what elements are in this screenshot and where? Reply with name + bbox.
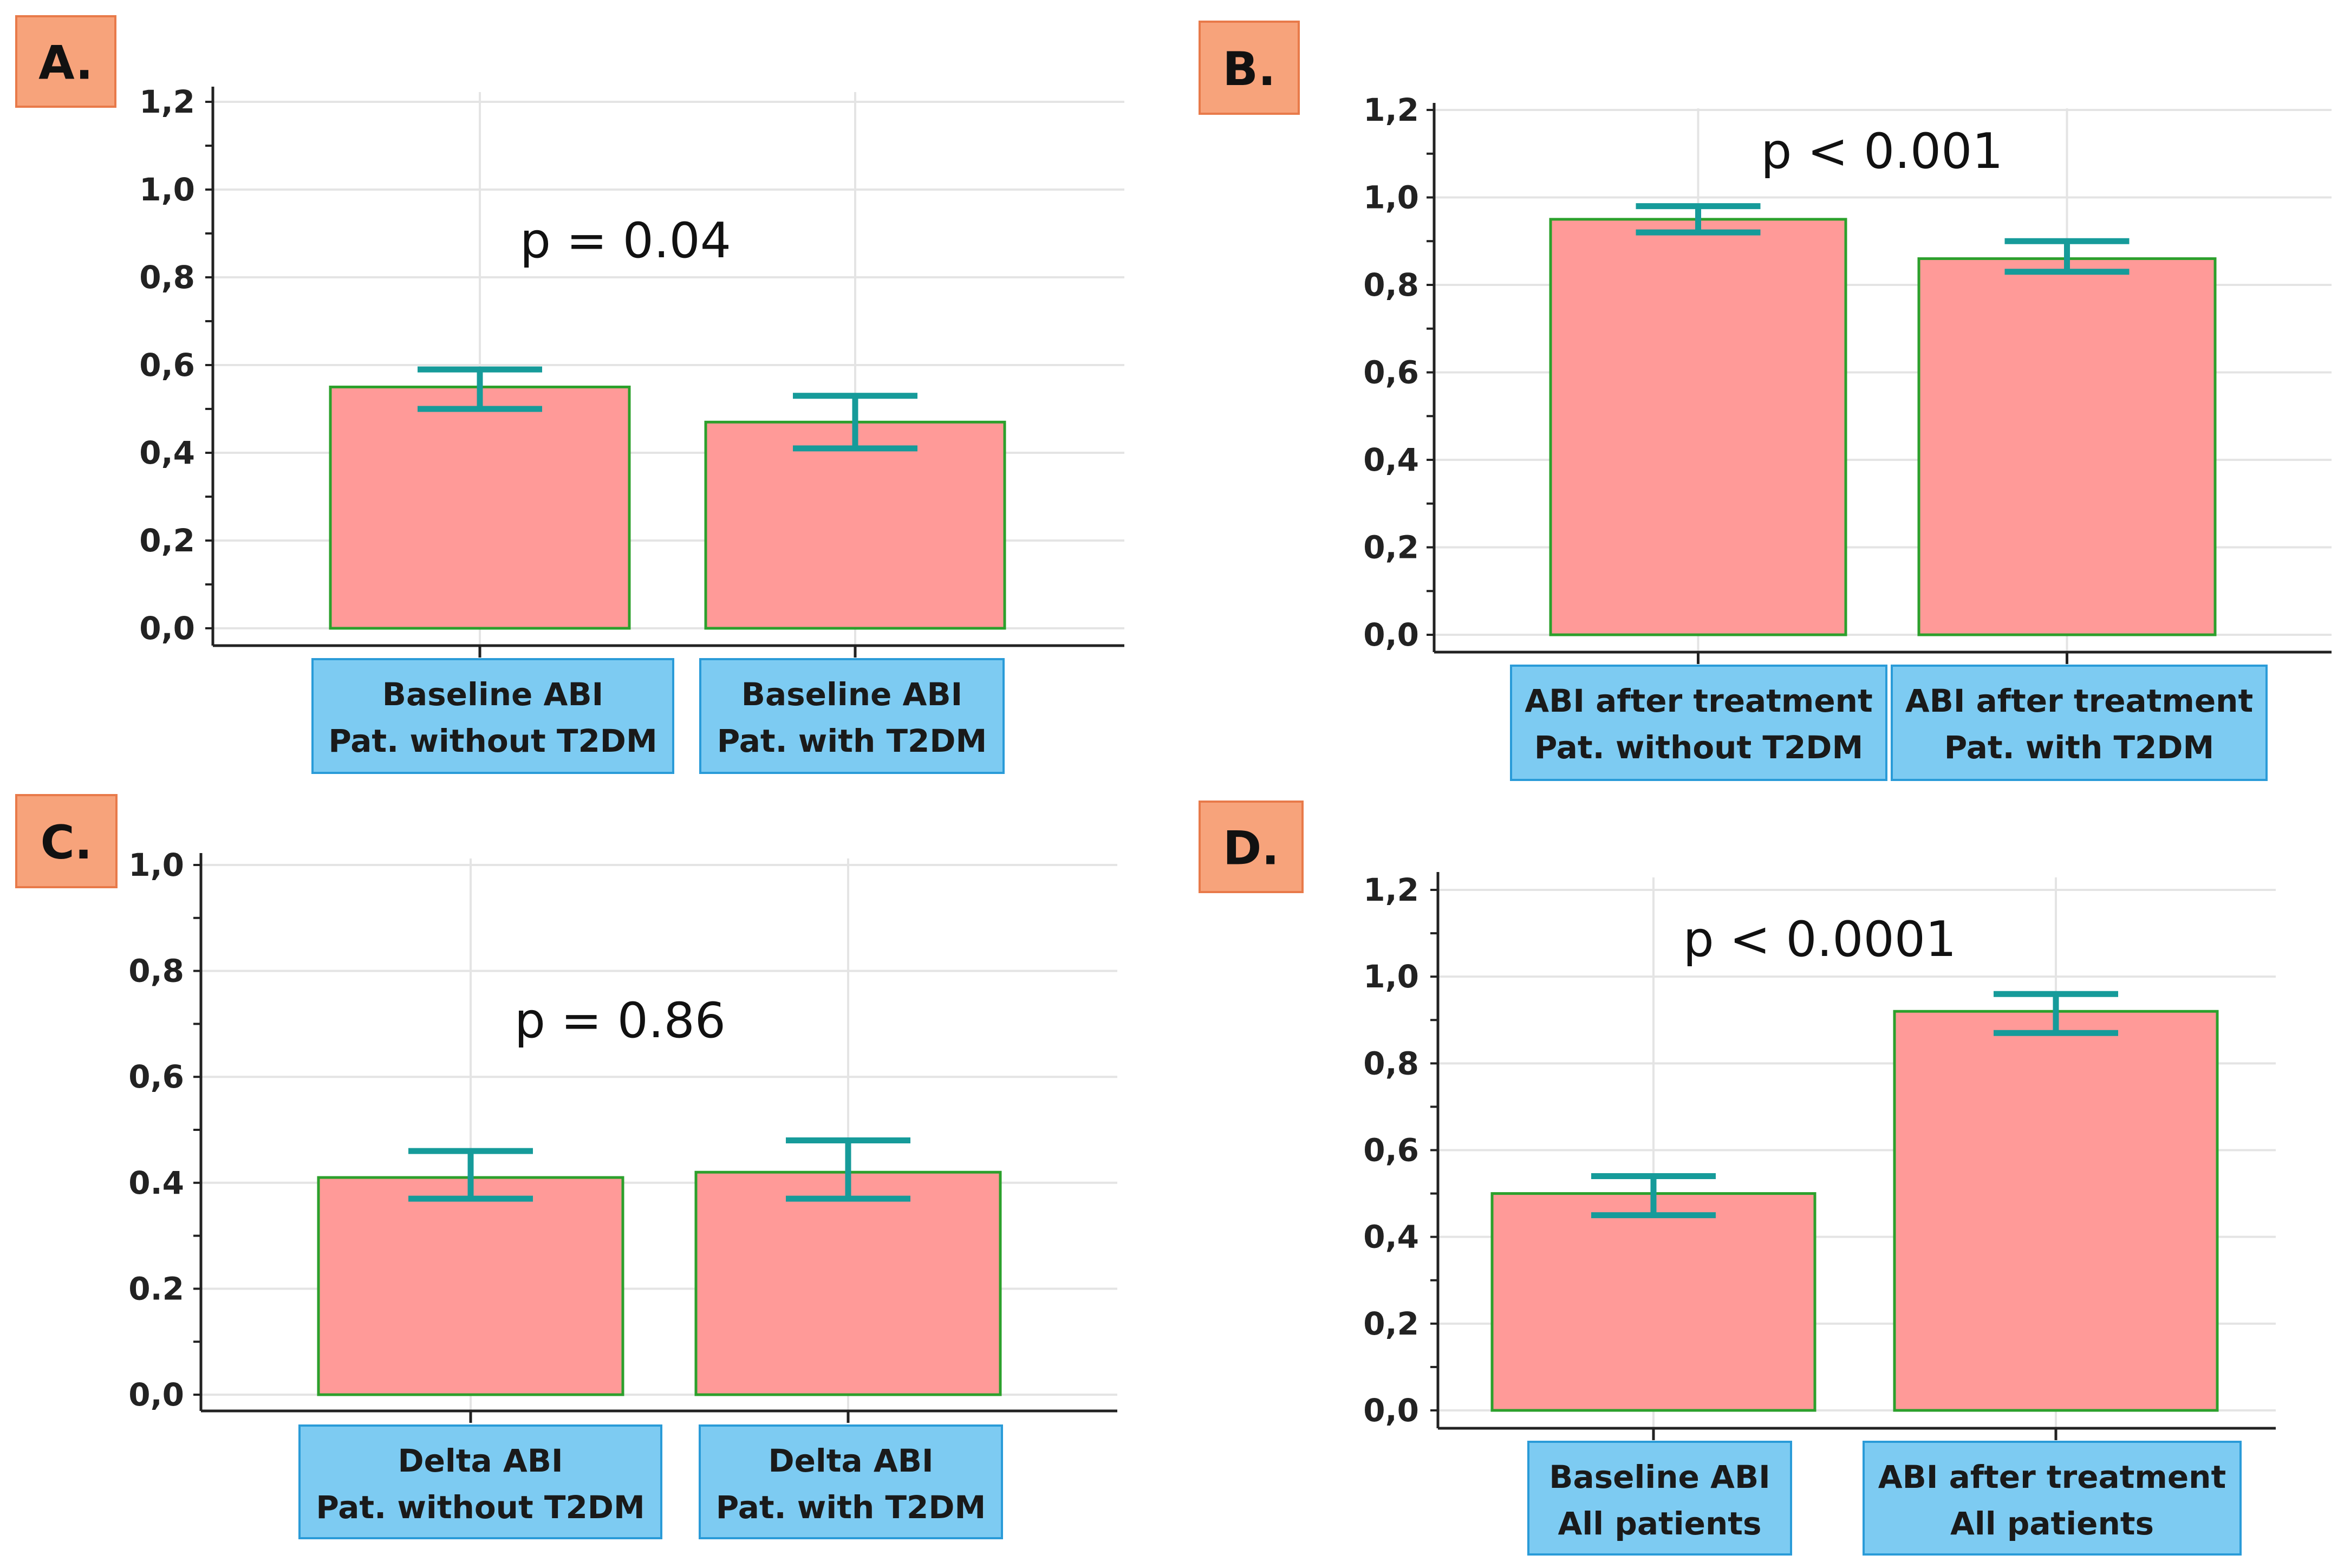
p-value-annotation: p = 0.86 [515, 992, 726, 1049]
bar [329, 386, 631, 630]
category-label: Baseline ABI [382, 676, 603, 713]
category-label-box [699, 658, 1005, 774]
panel-tag-box [15, 15, 116, 108]
category-label: All patients [1950, 1505, 2154, 1542]
category-label: Baseline ABI [741, 676, 962, 713]
category-label: Pat. without T2DM [328, 723, 657, 759]
y-tick-label: 1,0 [139, 171, 195, 208]
y-tick-label: 0,0 [139, 610, 195, 647]
p-value-annotation: p < 0.0001 [1683, 911, 1957, 968]
bar [1549, 218, 1847, 636]
bar [694, 1170, 1002, 1396]
y-tick-label: 0,8 [139, 259, 195, 296]
y-tick-label: 1,2 [1363, 871, 1419, 908]
category-label-box [1863, 1441, 2242, 1556]
category-label: ABI after treatment [1525, 682, 1872, 719]
bar [704, 420, 1006, 630]
y-tick-label: 0,4 [1363, 441, 1419, 478]
y-tick-label: 0,6 [1363, 354, 1419, 391]
y-tick-label: 0,4 [139, 434, 195, 471]
y-tick-label: 0,8 [128, 953, 184, 990]
y-tick-label: 1,0 [128, 847, 184, 883]
bar [317, 1176, 624, 1396]
category-label: Pat. with T2DM [1944, 729, 2215, 766]
category-label: Pat. without T2DM [316, 1489, 644, 1526]
y-tick-label: 1,2 [1363, 92, 1419, 128]
chart-panel-a: 0,0 0,2 0,4 0,6 0,8 1,0 1,2 Baseline ABI Pat. wi… [15, 15, 1124, 774]
bar [1917, 257, 2217, 636]
bar [1490, 1192, 1816, 1412]
y-tick-label: 0,6 [128, 1058, 184, 1095]
panel-letter: C. [41, 816, 93, 870]
y-tick-label: 0,4 [1363, 1219, 1419, 1255]
p-value-annotation: p = 0.04 [520, 212, 731, 269]
category-label: ABI after treatment [1905, 682, 2253, 719]
category-label: Pat. with T2DM [717, 723, 987, 759]
chart-panel-b: 0,0 0,2 0,4 0,6 0,8 1,0 1,2 ABI after treatment… [1199, 21, 2332, 781]
y-tick-label: 0,2 [139, 522, 195, 559]
chart-panel-d: 0,0 0,2 0,4 0,6 0,8 1,0 1,2 Baseline ABI All pat… [1199, 801, 2276, 1556]
category-label: ABI after treatment [1878, 1459, 2226, 1495]
panel-tag-box [15, 794, 118, 888]
y-tick-label: 1,2 [139, 83, 195, 120]
panel-letter: B. [1222, 42, 1275, 96]
category-label-box [298, 1424, 662, 1539]
category-label: All patients [1558, 1505, 1762, 1542]
y-tick-label: 0.4 [128, 1164, 184, 1201]
category-label-box [699, 1424, 1003, 1539]
category-label: Pat. with T2DM [716, 1489, 986, 1526]
category-label-box [1510, 665, 1887, 781]
y-tick-label: 0,8 [1363, 1045, 1419, 1082]
y-tick-label: 0,0 [1363, 1392, 1419, 1429]
category-label-box [1527, 1441, 1792, 1556]
y-tick-label: 0,0 [128, 1376, 184, 1413]
bar [1893, 1010, 2219, 1412]
chart-panel-c: 0,0 0.2 0.4 0,6 0,8 1,0 Delta ABI Pat. without … [15, 794, 1117, 1539]
category-label-box [1891, 665, 2268, 781]
p-value-annotation: p < 0.001 [1761, 123, 2003, 180]
panel-letter: A. [38, 36, 93, 90]
category-label-box [311, 658, 674, 774]
y-tick-label: 0,2 [1363, 1305, 1419, 1342]
y-tick-label: 0,6 [139, 347, 195, 383]
category-label: Baseline ABI [1549, 1459, 1770, 1495]
y-tick-label: 0,6 [1363, 1132, 1419, 1169]
category-label: Delta ABI [768, 1442, 933, 1479]
panel-tag-box [1199, 21, 1300, 115]
panel-tag-box [1199, 801, 1304, 893]
y-tick-label: 1,0 [1363, 958, 1419, 995]
y-tick-label: 1,0 [1363, 179, 1419, 216]
y-tick-label: 0,8 [1363, 266, 1419, 303]
panel-letter: D. [1223, 822, 1279, 876]
y-tick-label: 0,0 [1363, 616, 1419, 653]
category-label: Pat. without T2DM [1534, 729, 1863, 766]
category-label: Delta ABI [398, 1442, 563, 1479]
y-tick-label: 0.2 [128, 1270, 184, 1307]
y-tick-label: 0,2 [1363, 529, 1419, 566]
